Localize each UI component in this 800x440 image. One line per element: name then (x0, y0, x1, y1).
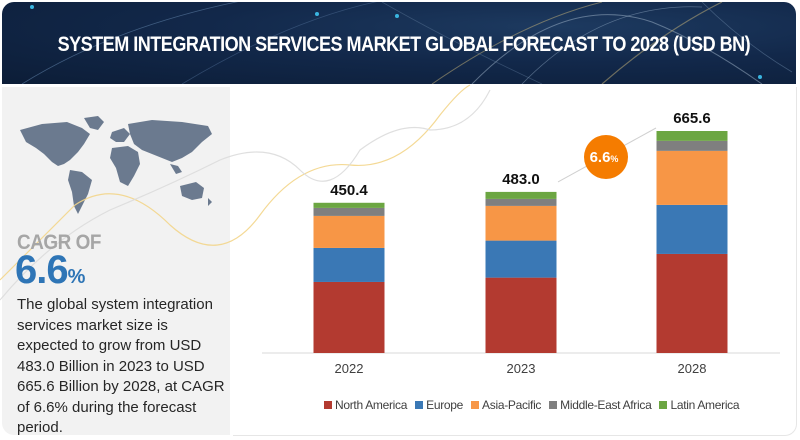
chart-title: SYSTEM INTEGRATION SERVICES MARKET GLOBA… (57, 33, 751, 56)
legend-label: North America (335, 398, 408, 412)
chart-legend: North America Europe Asia-Pacific Middle-Ea… (324, 398, 740, 412)
total-label-2023: 483.0 (502, 171, 540, 188)
bar-segment-asia-pacific-2023 (485, 205, 557, 241)
legend-label: Middle-East Africa (560, 398, 652, 412)
legend-item-middle-east-africa: Middle-East Africa (549, 398, 652, 412)
legend-label: Asia-Pacific (482, 398, 542, 412)
cagr-bubble (584, 135, 628, 179)
legend-label: Europe (426, 398, 464, 412)
legend-swatch (471, 401, 480, 409)
bar-segment-europe-2023 (485, 240, 557, 278)
bar-segment-latin-america-2022 (313, 202, 385, 208)
bar-segment-middle-east-africa-2028 (656, 140, 728, 151)
legend-swatch (549, 401, 558, 409)
cagr-bubble-label: 6.6% (590, 149, 619, 166)
legend-item-asia-pacific: Asia-Pacific (471, 398, 541, 412)
bar-segment-latin-america-2023 (485, 191, 557, 199)
legend-item-north-america: North America (324, 398, 407, 412)
cagr-label: CAGR OF (17, 231, 101, 254)
bar-segment-north-america-2028 (656, 253, 728, 353)
total-label-2028: 665.6 (673, 110, 711, 127)
legend-item-latin-america: Latin America (659, 398, 740, 412)
legend-swatch (324, 401, 332, 409)
x-tick-label-2023: 2023 (507, 361, 536, 376)
legend-swatch (415, 401, 424, 409)
bar-segment-asia-pacific-2028 (656, 150, 728, 205)
cagr-value: 6.6% (15, 248, 86, 293)
legend-swatch (659, 401, 668, 409)
x-tick-label-2022: 2022 (335, 361, 364, 376)
chart-panel (233, 87, 797, 436)
bar-segment-north-america-2023 (485, 277, 557, 353)
bar-segment-latin-america-2028 (656, 131, 728, 141)
header-background-decoration (21, 2, 793, 84)
legend-label: Latin America (670, 398, 740, 412)
bar-segment-asia-pacific-2022 (313, 215, 385, 248)
market-description: The global system integration services m… (17, 296, 225, 436)
legend-item-europe: Europe (415, 398, 463, 412)
total-label-2022: 450.4 (330, 182, 368, 199)
x-tick-label-2028: 2028 (678, 361, 707, 376)
bar-segment-europe-2028 (656, 204, 728, 254)
cagr-unit: % (67, 266, 86, 288)
header-banner: SYSTEM INTEGRATION SERVICES MARKET GLOBA… (2, 2, 796, 84)
bar-segment-europe-2022 (313, 247, 385, 282)
bar-segment-middle-east-africa-2023 (485, 198, 557, 206)
bar-segment-north-america-2022 (313, 281, 385, 353)
cagr-number: 6.6 (15, 248, 69, 292)
bar-segment-middle-east-africa-2022 (313, 207, 385, 216)
